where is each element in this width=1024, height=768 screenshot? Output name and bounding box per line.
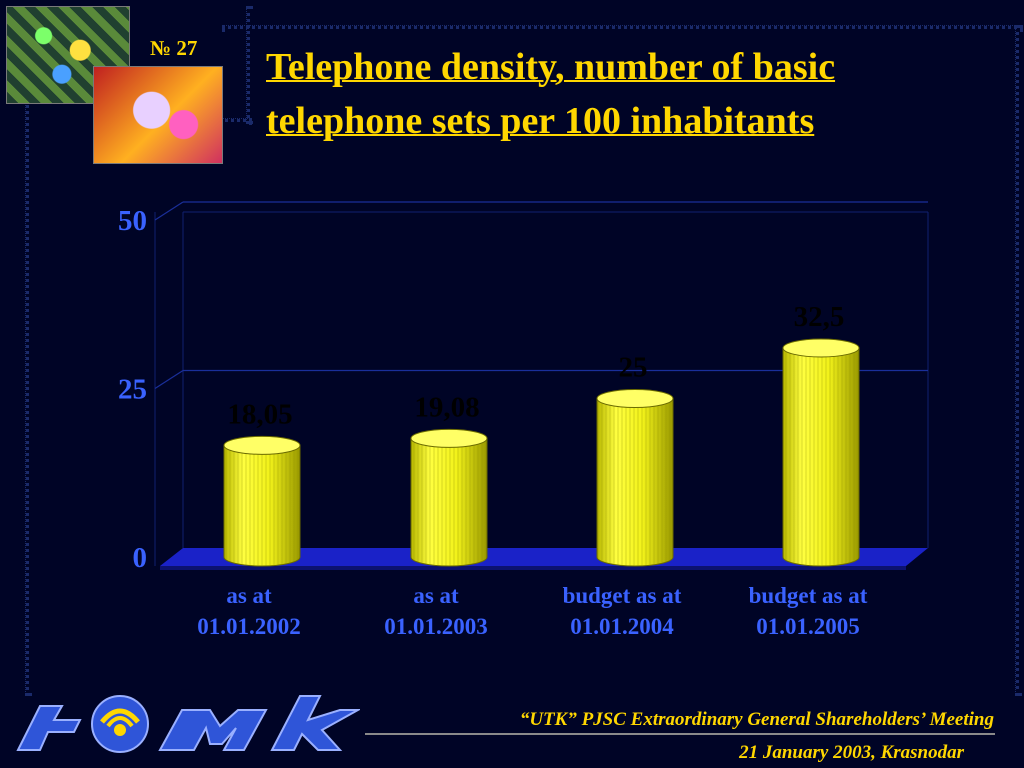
utk-logo-icon — [16, 695, 360, 753]
footer-meeting-title: “UTK” PJSC Extraordinary General Shareho… — [519, 709, 994, 730]
bar-top — [410, 428, 488, 448]
frame-line-top — [222, 25, 1023, 29]
bar-ribs — [224, 445, 300, 566]
chart-bars — [223, 338, 860, 567]
bar — [782, 338, 860, 567]
x-tick-label-line: 01.01.2003 — [384, 614, 488, 639]
frame-line-right — [1015, 25, 1019, 696]
bar-ribs — [411, 438, 487, 566]
slide-title: Telephone density, number of basic telep… — [266, 46, 836, 142]
slide-number: № 27 — [150, 36, 198, 60]
x-tick-label: as at 01.01.2002 — [164, 580, 334, 642]
x-tick-label-line: budget as at — [748, 583, 868, 608]
footer-divider — [365, 733, 995, 735]
value-label: 18,05 — [227, 398, 292, 430]
footer-date-place: 21 January 2003, Krasnodar — [739, 742, 964, 763]
x-tick-label-line: budget as at — [562, 583, 682, 608]
gridline-side — [154, 201, 184, 221]
bar — [410, 428, 488, 567]
bar — [223, 435, 301, 567]
chart-floor — [160, 548, 928, 566]
bar-top — [223, 435, 301, 455]
x-tick-label: budget as at 01.01.2005 — [723, 580, 893, 642]
bar-ribs — [597, 398, 673, 566]
utk-logo — [16, 695, 360, 753]
gridline-side — [154, 369, 184, 390]
chart-floor-edge — [160, 566, 906, 570]
value-label: 19,08 — [414, 391, 479, 423]
x-tick-label-line: as at — [226, 583, 272, 608]
bar-top — [596, 389, 674, 408]
bar-top — [782, 338, 860, 358]
chart-background — [154, 201, 929, 570]
bar — [596, 389, 674, 567]
y-tick-label: 50 — [118, 205, 147, 237]
phone-plug-image — [93, 66, 223, 164]
y-axis-ticks: 0 25 50 — [118, 205, 147, 574]
bar-ribs — [783, 347, 859, 566]
x-tick-label-line: 01.01.2002 — [197, 614, 301, 639]
x-tick-label: as at 01.01.2003 — [351, 580, 521, 642]
value-label: 25 — [619, 352, 648, 384]
y-tick-label: 0 — [133, 542, 148, 574]
x-tick-label: budget as at 01.01.2004 — [537, 580, 707, 642]
value-label: 32,5 — [794, 301, 845, 333]
frame-line-photo-right — [246, 6, 250, 124]
x-tick-label-line: 01.01.2005 — [756, 614, 860, 639]
y-tick-label: 25 — [118, 374, 147, 406]
value-labels: 18,05 19,08 25 32,5 — [227, 301, 844, 430]
x-tick-label-line: as at — [413, 583, 459, 608]
x-tick-label-line: 01.01.2004 — [570, 614, 674, 639]
